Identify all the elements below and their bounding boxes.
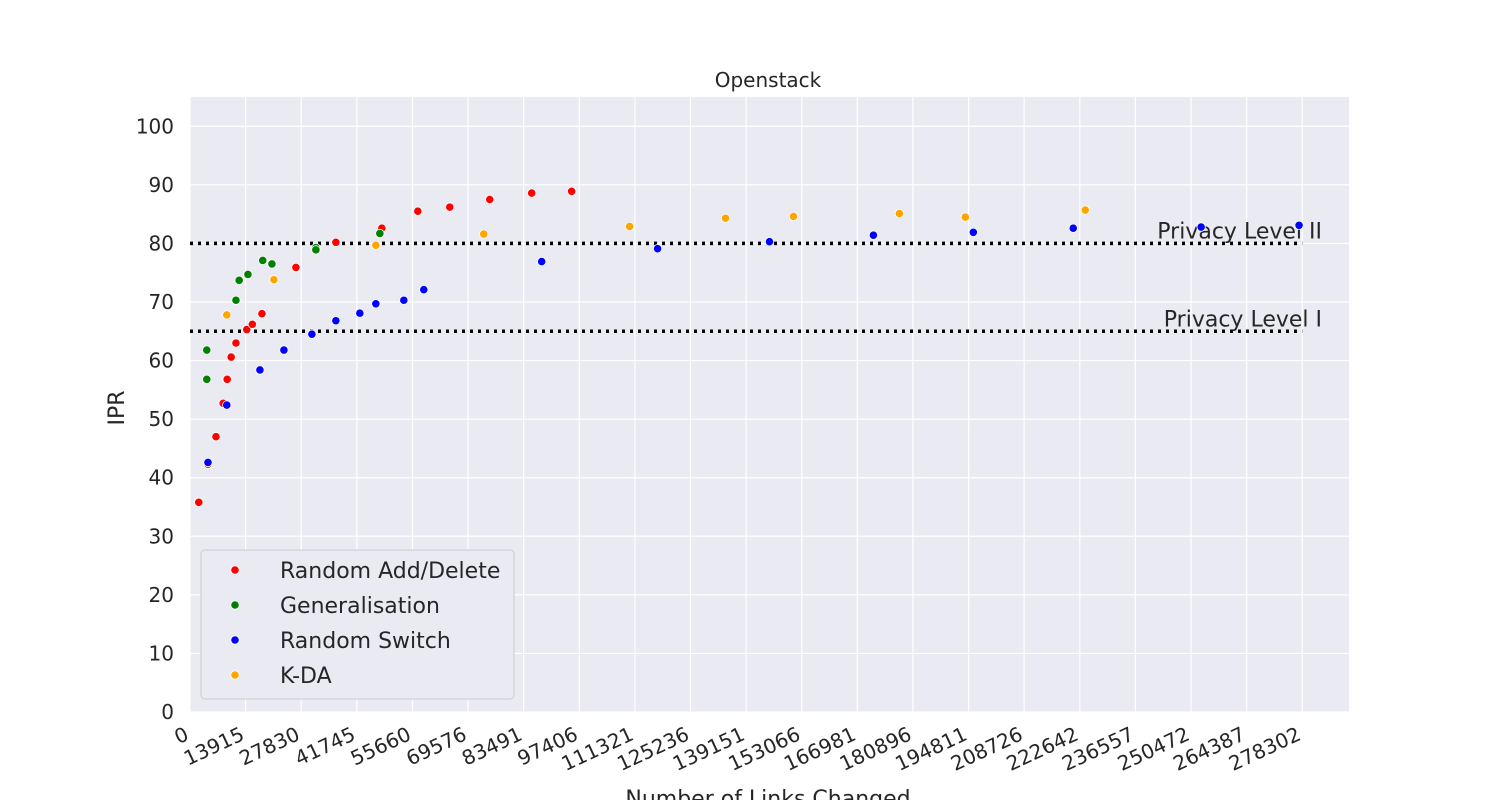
chart-title: Openstack [715,68,822,92]
point-random-switch [307,329,317,339]
point-k-da [788,211,799,222]
point-random-switch [1196,222,1206,232]
point-random-add-delete [413,206,423,216]
y-tick-label: 30 [149,524,174,548]
legend-label: K-DA [280,664,332,689]
y-tick-label: 0 [161,700,174,724]
point-random-add-delete [527,188,537,198]
point-random-switch [399,295,409,305]
point-generalisation [202,345,212,355]
x-tick-label: 27830 [236,722,304,771]
point-random-switch [203,457,213,468]
y-tick-label: 90 [149,173,174,197]
point-random-add-delete [247,319,257,329]
point-k-da [222,310,232,320]
y-tick-label: 100 [136,114,174,138]
y-tick-label: 20 [149,583,174,607]
point-generalisation [375,228,385,239]
point-generalisation [258,255,268,266]
point-k-da [371,240,381,250]
y-tick-label: 50 [149,407,174,431]
point-random-add-delete [194,497,204,507]
point-random-switch [355,308,365,318]
point-random-switch [537,256,547,267]
point-random-switch [255,365,265,375]
point-k-da [269,275,279,285]
point-random-add-delete [242,324,252,335]
privacy-level-label: Privacy Level I [1164,307,1322,332]
point-random-switch [331,316,341,326]
y-tick-label: 70 [149,290,174,314]
point-generalisation [202,374,212,384]
point-generalisation [311,245,321,255]
legend-label: Random Switch [280,629,451,654]
y-axis-label: IPR [105,390,130,425]
point-random-switch [968,227,978,237]
y-tick-labels: 0 10 20 30 40 50 60 70 80 90 100 [136,114,174,724]
y-tick-label: 60 [149,349,174,373]
data-points [194,186,1304,507]
point-k-da [1080,205,1090,215]
point-random-add-delete [222,374,232,384]
x-tick-label: 55660 [347,722,415,771]
point-generalisation [243,269,253,280]
point-random-add-delete [445,202,455,212]
legend-marker [230,670,240,680]
legend-marker [230,565,240,575]
point-random-switch [652,244,663,254]
point-random-add-delete [226,352,236,362]
y-tick-label: 80 [149,231,174,255]
point-random-switch [868,230,879,240]
point-random-switch [1294,220,1304,230]
x-axis-label: Number of Links Changed [625,787,910,800]
x-tick-label: 83491 [458,722,526,771]
point-k-da [720,213,731,223]
legend-label: Random Add/Delete [280,559,500,584]
point-random-add-delete [485,194,495,205]
point-generalisation [267,259,277,269]
point-generalisation [234,275,244,285]
x-tick-label: 13915 [180,722,248,771]
point-k-da [960,212,970,222]
x-tick-label: 41745 [291,722,359,771]
legend-marker [230,635,240,645]
x-tick-label: 69576 [402,722,470,771]
point-k-da [894,208,904,219]
grid-lines [189,97,1349,713]
point-generalisation [231,295,241,305]
point-random-add-delete [257,309,267,319]
point-random-add-delete [211,432,221,442]
x-tick-labels: 0139152783041745556606957683491974061113… [170,722,1304,776]
point-random-switch [1068,223,1078,233]
legend: Random Add/Delete Generalisation Random Sw… [200,549,515,700]
y-tick-label: 10 [149,641,174,665]
point-random-add-delete [291,262,301,273]
point-k-da [479,229,489,239]
point-random-switch [764,237,775,247]
privacy-level-label: Privacy Level II [1157,219,1322,244]
point-random-add-delete [331,237,341,247]
point-random-add-delete [567,186,577,196]
point-random-switch [279,345,289,355]
point-random-switch [222,400,232,410]
y-tick-label: 40 [149,466,174,490]
legend-label: Generalisation [280,594,440,619]
legend-box [200,549,515,700]
point-random-switch [371,299,381,309]
legend-marker [230,600,240,610]
point-random-switch [419,285,429,295]
point-random-add-delete [231,338,241,348]
point-k-da [625,221,635,232]
